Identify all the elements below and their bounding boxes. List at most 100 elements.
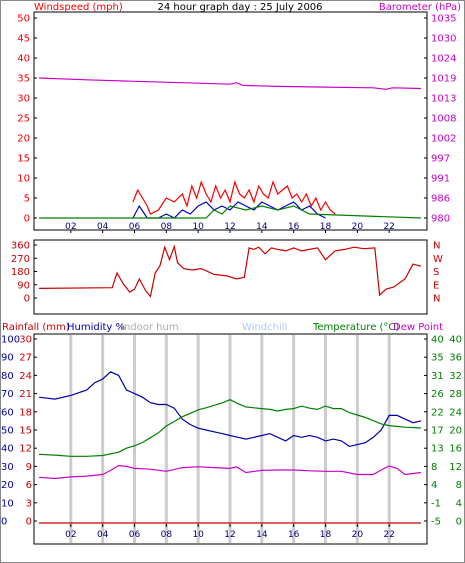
temp-x-tick-label: 06 xyxy=(129,530,141,540)
wind-y-tick-label: 10 xyxy=(17,174,30,185)
wind-x-tick-label: 16 xyxy=(288,222,300,232)
dewpoint-line xyxy=(38,464,422,480)
wind-y-tick-label: 20 xyxy=(17,134,30,145)
rainfall-y-tick-label: 27 xyxy=(19,353,32,364)
humidity-y-tick-label: 100 xyxy=(1,335,20,346)
temp-x-tick-label: 12 xyxy=(224,530,235,540)
rainfall-y-tick-label: 3 xyxy=(26,498,32,509)
temperature-secondary-tick-label: 40 xyxy=(449,335,462,346)
baro-y-tick-label: 1002 xyxy=(431,134,456,145)
humidity-line xyxy=(38,371,422,448)
temperature-secondary-tick-label: 28 xyxy=(449,389,462,400)
direction-y-tick-label: 180 xyxy=(11,267,30,278)
temperature-y-tick-label: -5 xyxy=(431,517,441,528)
baro-y-tick-label: 1013 xyxy=(431,94,456,105)
wind-x-tick-label: 10 xyxy=(192,222,204,232)
dewpoint-legend: Dew Point xyxy=(393,322,443,333)
wind_low-line xyxy=(39,205,422,219)
wind_direction-line xyxy=(38,244,422,298)
wind-y-tick-label: 35 xyxy=(17,74,30,85)
temperature-legend: Temperature (°C) xyxy=(312,322,399,333)
rainfall-y-tick-label: 9 xyxy=(26,462,32,473)
wind-x-tick-label: 12 xyxy=(224,222,235,232)
baro-y-tick-label: 997 xyxy=(431,154,450,165)
temperature-y-tick-label: 35 xyxy=(431,353,444,364)
rainfall-y-tick-label: 18 xyxy=(19,407,32,418)
compass-tick-label: N xyxy=(433,241,440,252)
temp-x-tick-label: 10 xyxy=(192,530,204,540)
temperature-y-tick-label: -1 xyxy=(431,498,441,509)
direction-y-tick-label: 270 xyxy=(11,254,30,265)
humidity-y-tick-label: 40 xyxy=(1,444,14,455)
rainfall-y-tick-label: 15 xyxy=(19,426,32,437)
baro-y-tick-label: 991 xyxy=(431,174,450,185)
chart-title: 24 hour graph day : 25 July 2006 xyxy=(157,2,322,13)
wind-x-tick-label: 02 xyxy=(65,222,76,232)
wind-x-tick-label: 22 xyxy=(383,222,394,232)
temp-x-tick-label: 04 xyxy=(97,530,109,540)
baro-y-tick-label: 1019 xyxy=(431,74,456,85)
temperature-y-tick-label: 22 xyxy=(431,407,444,418)
temperature-panel xyxy=(33,333,428,545)
humidity-y-tick-label: 50 xyxy=(1,426,14,437)
wind-x-tick-label: 06 xyxy=(129,222,141,232)
baro-y-tick-label: 1008 xyxy=(431,114,456,125)
temperature-y-tick-label: 4 xyxy=(431,480,437,491)
compass-tick-label: E xyxy=(433,280,439,291)
temperature-secondary-tick-label: 12 xyxy=(449,462,462,473)
humidity-legend: Humidity % xyxy=(67,322,125,333)
barometer-axis-label: Barometer (hPa) xyxy=(379,2,461,13)
wind-x-tick-label: 20 xyxy=(352,222,364,232)
baro-y-tick-label: 1030 xyxy=(431,34,456,45)
temperature-secondary-tick-label: 16 xyxy=(449,444,462,455)
temperature-secondary-tick-label: 4 xyxy=(456,498,462,509)
humidity-y-tick-label: 90 xyxy=(1,353,14,364)
temperature-y-tick-label: 31 xyxy=(431,371,444,382)
temperature-y-tick-label: 8 xyxy=(431,462,437,473)
wind-y-tick-label: 30 xyxy=(17,94,30,105)
direction-y-tick-label: 0 xyxy=(24,294,30,305)
humidity-y-tick-label: 30 xyxy=(1,462,14,473)
wind-y-tick-label: 45 xyxy=(17,34,30,45)
rainfall-y-tick-label: 0 xyxy=(26,517,32,528)
rainfall-y-tick-label: 24 xyxy=(19,371,32,382)
wind-y-tick-label: 50 xyxy=(17,14,30,25)
temperature-y-tick-label: 40 xyxy=(431,335,444,346)
temperature-y-tick-label: 13 xyxy=(431,444,444,455)
temp-x-tick-label: 16 xyxy=(288,530,300,540)
temp-x-tick-label: 08 xyxy=(161,530,173,540)
direction-panel xyxy=(33,239,428,315)
wind-x-tick-label: 18 xyxy=(320,222,332,232)
wind-x-tick-label: 04 xyxy=(97,222,109,232)
rainfall-y-tick-label: 21 xyxy=(19,389,32,400)
temperature-line xyxy=(38,399,422,457)
humidity-y-tick-label: 20 xyxy=(1,480,14,491)
baro-y-tick-label: 1035 xyxy=(431,14,456,25)
temp-x-tick-label: 18 xyxy=(320,530,332,540)
rainfall-y-tick-label: 30 xyxy=(19,335,32,346)
rainfall-y-tick-label: 6 xyxy=(26,480,32,491)
wind-y-tick-label: 5 xyxy=(24,194,30,205)
baro-y-tick-label: 986 xyxy=(431,194,450,205)
gust-line xyxy=(132,180,336,215)
humidity-y-tick-label: 60 xyxy=(1,407,14,418)
wind-chart: 0510152025303540455098098699199710021008… xyxy=(17,14,456,233)
compass-tick-label: S xyxy=(433,267,439,278)
compass-tick-label: W xyxy=(433,254,443,265)
temperature-secondary-tick-label: 20 xyxy=(449,426,462,437)
wind-y-tick-label: 25 xyxy=(17,114,30,125)
temperature-secondary-tick-label: 8 xyxy=(456,480,462,491)
humidity-y-tick-label: 10 xyxy=(1,498,14,509)
wind-y-tick-label: 40 xyxy=(17,54,30,65)
humidity-y-tick-label: 80 xyxy=(1,371,14,382)
temperature-secondary-tick-label: 36 xyxy=(449,353,462,364)
wind-y-tick-label: 15 xyxy=(17,154,30,165)
baro-y-tick-label: 1024 xyxy=(431,54,456,65)
wind-x-tick-label: 08 xyxy=(161,222,173,232)
barometer-line xyxy=(38,77,422,90)
baro-y-tick-label: 980 xyxy=(431,214,450,225)
temp-x-tick-label: 02 xyxy=(65,530,76,540)
